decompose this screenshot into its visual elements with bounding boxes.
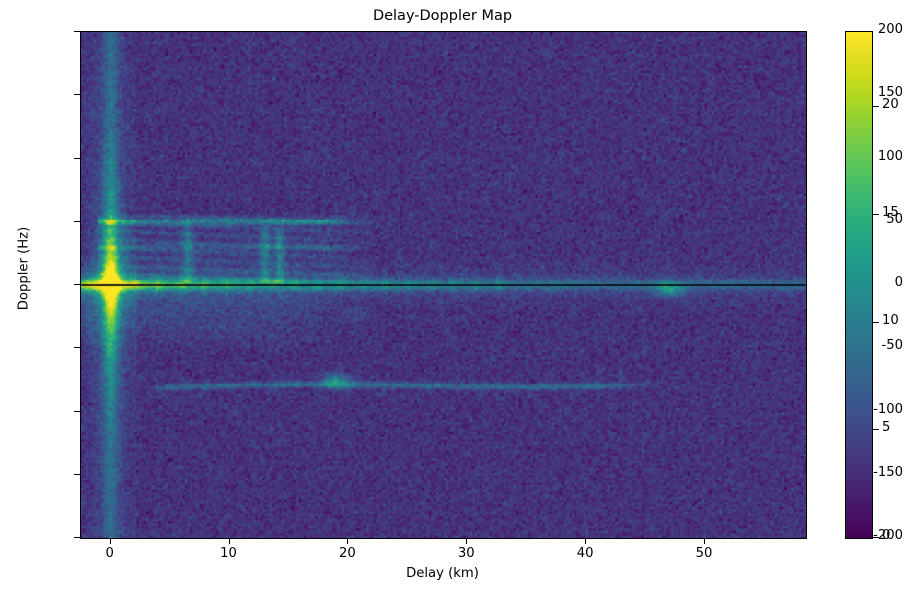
colorbar-tick-mark [872, 537, 879, 538]
x-tick-label: 40 [576, 546, 594, 561]
x-tick-mark [228, 537, 230, 544]
x-tick-label: 30 [457, 546, 475, 561]
y-tick-label: 200 [877, 22, 903, 37]
colorbar-tick-label: 10 [882, 312, 899, 328]
y-tick-mark [73, 473, 80, 475]
y-axis-label: Doppler (Hz) [16, 226, 32, 311]
y-tick-label: -150 [873, 464, 903, 480]
y-tick-mark [73, 94, 80, 96]
x-tick-mark [585, 537, 587, 544]
colorbar-tick-mark [872, 214, 879, 216]
x-tick-mark [347, 537, 349, 544]
y-tick-mark [73, 157, 80, 159]
page-title: Delay-Doppler Map [372, 8, 513, 24]
y-tick-mark [73, 347, 80, 349]
y-tick-label: 150 [877, 85, 903, 101]
colorbar-tick-mark [872, 106, 879, 108]
x-tick-mark [109, 537, 111, 544]
x-tick-label: 50 [695, 546, 713, 561]
x-tick-label: 0 [105, 546, 114, 561]
x-tick-label: 10 [220, 546, 237, 561]
plot-area[interactable] [80, 31, 807, 539]
y-tick-label: -100 [873, 401, 903, 417]
x-tick-label: 20 [339, 546, 356, 561]
colorbar-tick-label: 20 [882, 97, 899, 113]
colorbar-gradient [846, 32, 872, 538]
x-tick-mark [466, 537, 468, 544]
colorbar-tick-mark [872, 321, 879, 323]
y-tick-mark [73, 284, 80, 285]
x-axis-label: Delay (km) [406, 566, 479, 581]
colorbar-tick-label: 15 [882, 205, 899, 221]
delay-doppler-heatmap[interactable] [81, 32, 806, 538]
y-tick-label: 50 [886, 211, 903, 227]
y-tick-label: -200 [873, 528, 903, 543]
y-tick-mark [73, 410, 80, 412]
y-tick-label: -50 [881, 338, 903, 354]
y-tick-mark [73, 31, 80, 32]
y-tick-mark [73, 220, 80, 222]
y-tick-mark [73, 537, 80, 538]
colorbar[interactable] [845, 31, 873, 539]
colorbar-tick-label: 0 [882, 528, 891, 543]
y-tick-label: 100 [877, 148, 903, 164]
y-tick-label: 0 [894, 275, 903, 290]
colorbar-tick-mark [872, 429, 879, 431]
colorbar-tick-label: 5 [882, 420, 891, 436]
x-tick-mark [703, 537, 705, 544]
